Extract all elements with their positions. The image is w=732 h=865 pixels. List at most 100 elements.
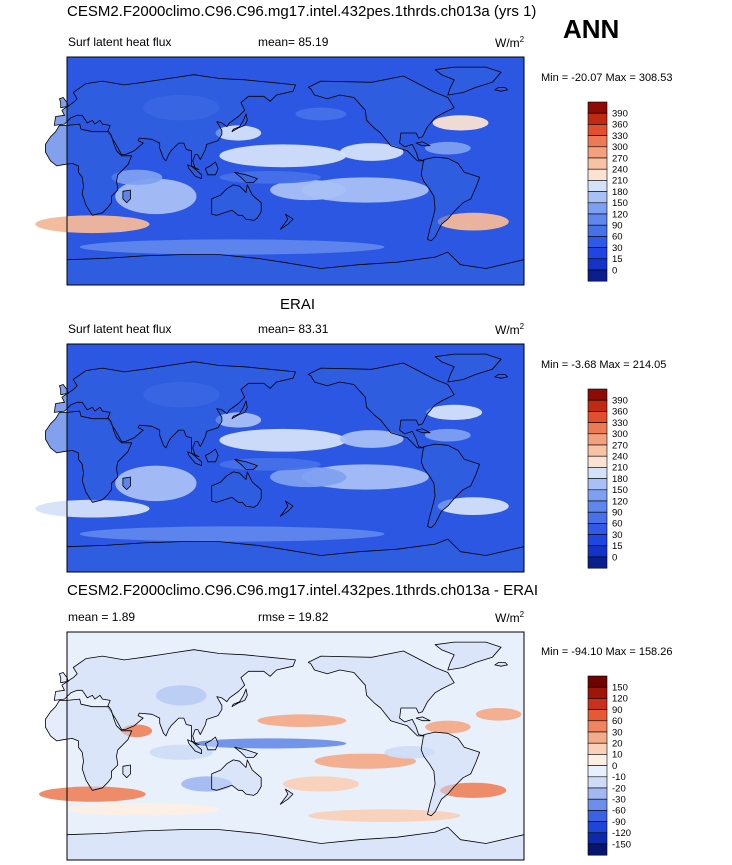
colorbar-box xyxy=(587,112,608,125)
colorbar-tick-label: 15 xyxy=(612,254,623,265)
island-cuba xyxy=(415,716,431,722)
field-contour-region xyxy=(215,412,262,428)
panel-3-units: W/m2 xyxy=(495,610,525,625)
colorbar-tick-label: 330 xyxy=(612,418,628,429)
continent-north-america xyxy=(307,650,455,737)
colorbar-box xyxy=(587,810,608,822)
colorbar-box xyxy=(587,202,608,215)
panel-1-minmax: Min = -20.07 Max = 308.53 xyxy=(541,72,673,84)
field-contour-region xyxy=(308,809,461,822)
colorbar-tick-label: -30 xyxy=(612,795,626,806)
colorbar-tick-label: -90 xyxy=(612,817,626,828)
field-contour-region xyxy=(437,212,509,231)
field-contour-region xyxy=(219,458,321,471)
colorbar-tick-label: 10 xyxy=(612,750,623,761)
panel-3-mean-label: mean = 1.89 xyxy=(68,610,136,624)
colorbar-box xyxy=(587,720,608,733)
colorbar-box xyxy=(587,489,608,502)
season-label: ANN xyxy=(563,14,620,44)
island-uk xyxy=(59,97,69,109)
continent-north-america xyxy=(307,362,455,449)
island-japan xyxy=(231,688,248,708)
colorbar-box xyxy=(587,709,608,722)
island-iceland xyxy=(494,374,508,379)
field-contour-region xyxy=(215,125,262,141)
field-contour-region xyxy=(475,708,522,721)
colorbar-box xyxy=(587,754,608,766)
panel-1-variable-label: Surf latent heat flux xyxy=(68,35,172,49)
colorbar-box xyxy=(587,556,608,569)
panel-3-map xyxy=(39,631,525,861)
colorbar-box xyxy=(587,411,608,423)
island-uk xyxy=(59,672,69,684)
field-contour-region xyxy=(79,526,385,542)
continent-australia xyxy=(211,184,262,221)
colorbar-tick-label: 150 xyxy=(612,485,628,496)
colorbar-tick-label: 60 xyxy=(612,716,623,727)
colorbar-box xyxy=(587,523,608,535)
colorbar-tick-label: 360 xyxy=(612,407,628,418)
colorbar-box xyxy=(587,455,608,468)
island-sumatra xyxy=(187,739,202,754)
field-contour-region xyxy=(115,465,197,502)
colorbar-tick-label: 30 xyxy=(612,530,623,541)
colorbar-tick-label: 150 xyxy=(612,198,628,209)
colorbar-tick-label: 180 xyxy=(612,474,628,485)
island-new-zealand xyxy=(279,500,294,517)
colorbar-tick-label: -20 xyxy=(612,783,626,794)
panel-2-units: W/m2 xyxy=(495,322,525,337)
colorbar-box xyxy=(587,388,608,401)
field-contour-region xyxy=(424,720,471,734)
map-frame xyxy=(66,56,525,286)
field-contour-region xyxy=(426,404,483,420)
colorbar-box xyxy=(587,742,608,755)
colorbar-box xyxy=(587,247,608,260)
island-japan xyxy=(231,113,248,133)
colorbar-box xyxy=(587,534,608,547)
colorbar-box xyxy=(587,146,608,159)
field-contour-region xyxy=(111,169,163,185)
field-contour-region xyxy=(432,115,489,131)
field-contour-region xyxy=(149,744,213,760)
colorbar-box xyxy=(587,191,608,204)
island-iceland xyxy=(494,662,508,667)
colorbar-box xyxy=(587,500,608,513)
field-contour-region xyxy=(424,141,471,155)
panel-2-minmax: Min = -3.68 Max = 214.05 xyxy=(541,359,667,371)
colorbar-box xyxy=(587,698,608,710)
island-new-zealand xyxy=(279,213,294,230)
colorbar-tick-label: 240 xyxy=(612,165,628,176)
colorbar-box xyxy=(587,776,608,789)
colorbar-tick-label: 15 xyxy=(612,541,623,552)
continent-greenland xyxy=(434,353,502,383)
colorbar-box xyxy=(587,168,608,181)
colorbar-box xyxy=(587,821,608,834)
field-contour-region xyxy=(339,430,404,448)
colorbar-box xyxy=(587,258,608,271)
map-frame xyxy=(66,631,525,861)
colorbar-tick-label: 120 xyxy=(612,694,628,705)
colorbar-box xyxy=(587,422,608,435)
continent-north-america xyxy=(307,75,455,162)
colorbar-tick-label: 0 xyxy=(612,761,617,772)
colorbar-tick-label: 90 xyxy=(612,221,623,232)
colorbar-box xyxy=(587,124,608,136)
colorbar-box xyxy=(587,101,608,114)
colorbar-tick-label: 120 xyxy=(612,496,628,507)
colorbar-box xyxy=(587,765,608,778)
colorbar-tick-label: 90 xyxy=(612,508,623,519)
island-sumatra xyxy=(187,451,202,466)
field-contour-region xyxy=(257,714,347,727)
panel-3-minmax: Min = -94.10 Max = 158.26 xyxy=(541,646,673,658)
panel-1-title: CESM2.F2000climo.C96.C96.mg17.intel.432p… xyxy=(67,3,537,20)
island-borneo xyxy=(205,448,219,463)
colorbar-box xyxy=(587,787,608,800)
colorbar-tick-label: 90 xyxy=(612,705,623,716)
panel-2-mean-label: mean= 83.31 xyxy=(258,322,329,336)
field-contour-region xyxy=(270,179,347,201)
island-sumatra xyxy=(187,164,202,179)
panel-1-mean-label: mean= 85.19 xyxy=(258,35,329,49)
colorbar-box xyxy=(587,444,608,457)
